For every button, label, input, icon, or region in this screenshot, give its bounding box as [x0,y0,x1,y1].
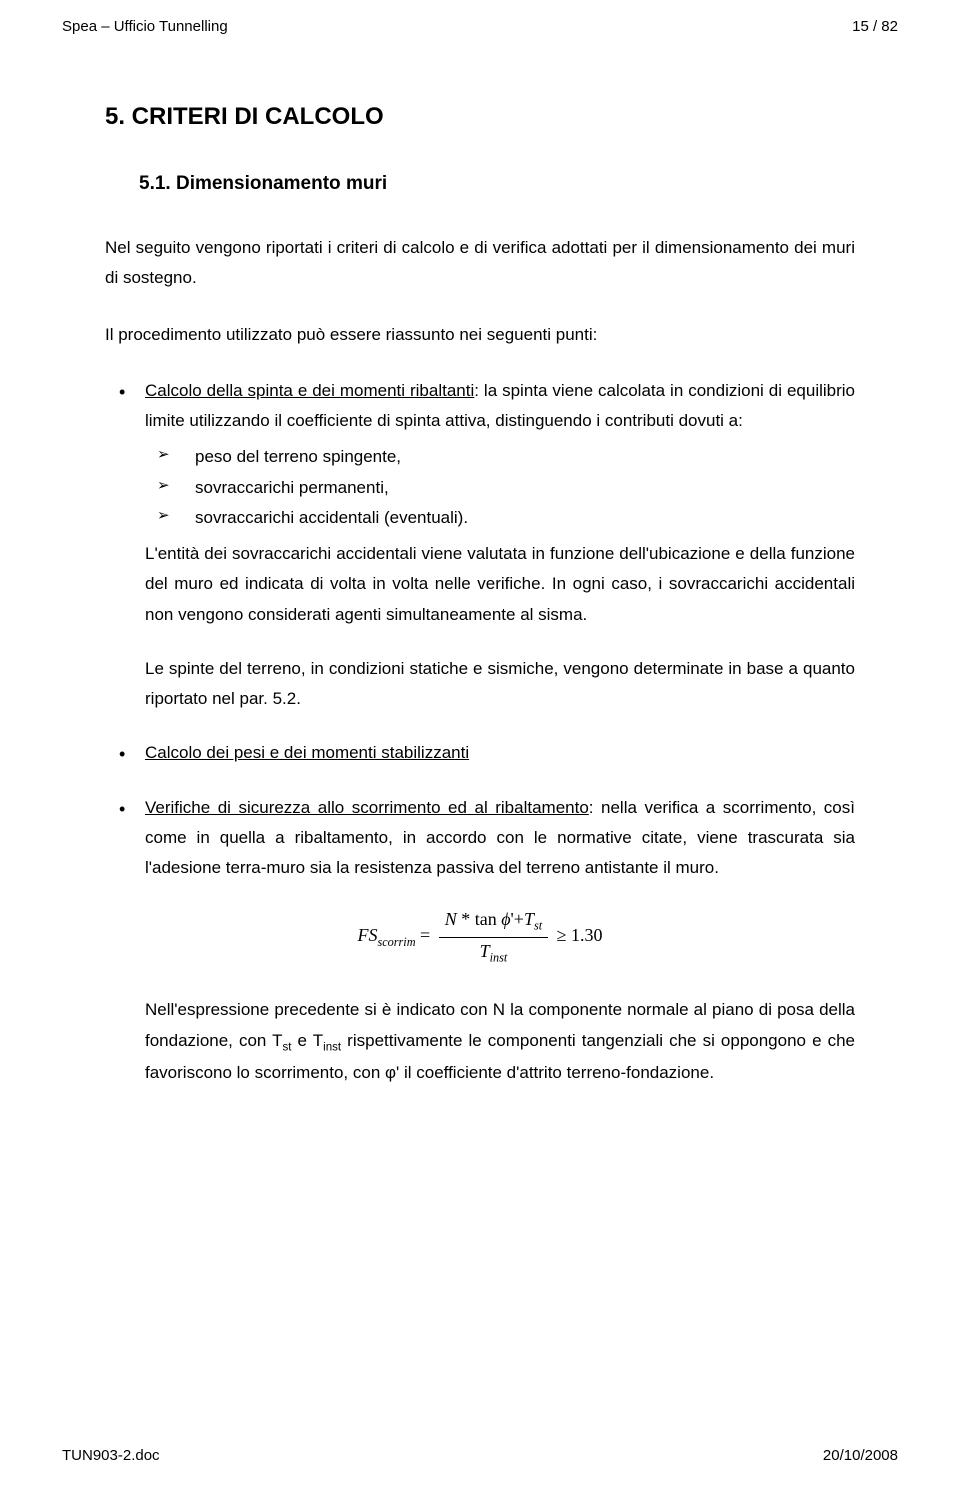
page-header: Spea – Ufficio Tunnelling 15 / 82 [0,0,960,35]
lead-paragraph: Il procedimento utilizzato può essere ri… [105,320,855,350]
bullet1-para3: Le spinte del terreno, in condizioni sta… [105,654,855,715]
bullet-item-3: Verifiche di sicurezza allo scorrimento … [105,793,855,884]
formula-plus: + [514,909,524,929]
formula-val: 1.30 [571,925,603,945]
b3p2sub1: st [283,1041,292,1053]
sub-bullet-2: sovraccarichi permanenti, [105,473,855,503]
formula-st: st [534,919,542,933]
page-content: 5. CRITERI DI CALCOLO 5.1. Dimensionamen… [0,35,960,1088]
formula-phi: ϕ [501,909,510,929]
intro-paragraph: Nel seguito vengono riportati i criteri … [105,233,855,294]
formula-inst: inst [490,950,508,964]
formula-fs-scorrim: FSscorrim = N * tan ϕ'+TstTinst ≥ 1.30 [105,909,855,965]
header-right: 15 / 82 [852,18,898,35]
bullet-item-2: Calcolo dei pesi e dei momenti stabilizz… [105,738,855,768]
main-bullet-list-2: Calcolo dei pesi e dei momenti stabilizz… [105,738,855,883]
footer-right: 20/10/2008 [823,1447,898,1464]
bullet-item-1: Calcolo della spinta e dei momenti ribal… [105,376,855,437]
header-left: Spea – Ufficio Tunnelling [62,18,228,35]
b3p2sub2: inst [323,1041,341,1053]
sub-bullet-list: peso del terreno spingente, sovraccarich… [105,442,855,533]
bullet1-title: Calcolo della spinta e dei momenti ribal… [145,381,474,400]
sub-bullet-1: peso del terreno spingente, [105,442,855,472]
section-heading-2: 5.1. Dimensionamento muri [139,173,855,195]
bullet3-title: Verifiche di sicurezza allo scorrimento … [145,798,589,817]
bullet3-para2: Nell'espressione precedente si è indicat… [105,995,855,1087]
formula-numerator: N * tan ϕ'+Tst [439,909,548,938]
footer-left: TUN903-2.doc [62,1447,160,1464]
section-heading-1: 5. CRITERI DI CALCOLO [105,103,855,131]
b3p2b: e T [292,1031,324,1050]
page-footer: TUN903-2.doc 20/10/2008 [62,1447,898,1464]
formula-t1: T [524,909,534,929]
bullet2-title: Calcolo dei pesi e dei momenti stabilizz… [145,743,469,762]
formula-scorrim: scorrim [377,935,415,949]
bullet1-para2: L'entità dei sovraccarichi accidentali v… [105,539,855,630]
formula-t2: T [480,941,490,961]
formula-geq: ≥ [552,925,571,945]
sub-bullet-3: sovraccarichi accidentali (eventuali). [105,503,855,533]
formula-tan: tan [475,909,497,929]
formula-fs: FS [357,925,377,945]
main-bullet-list: Calcolo della spinta e dei momenti ribal… [105,376,855,437]
formula-denominator: Tinst [439,938,548,966]
formula-eq: = [416,925,435,945]
formula-n: N [445,909,457,929]
formula-star: * [457,909,475,929]
formula-fraction: N * tan ϕ'+TstTinst [439,909,548,965]
